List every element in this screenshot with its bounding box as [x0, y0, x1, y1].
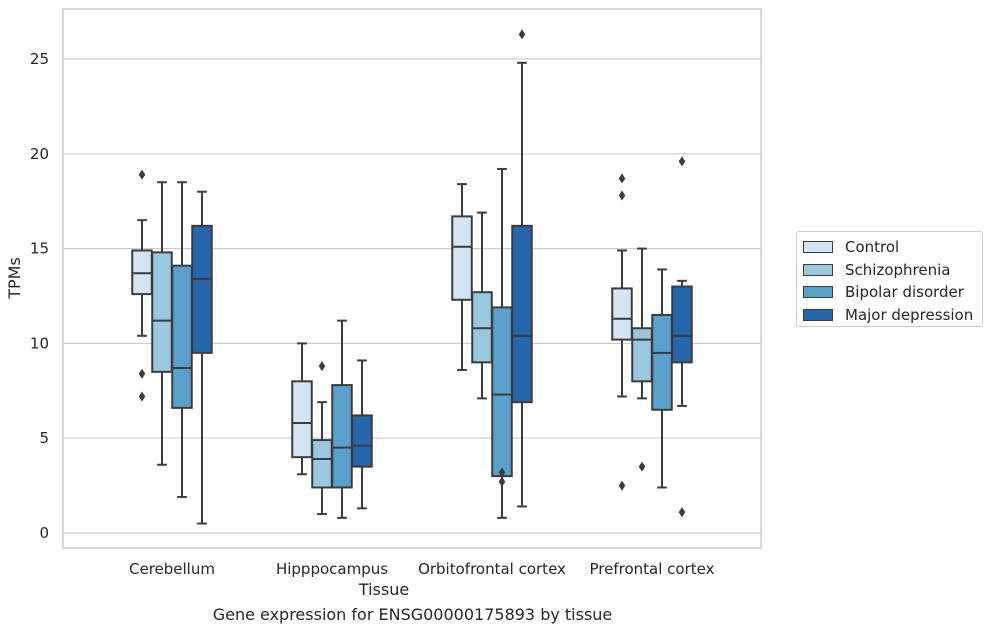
legend-item: Bipolar disorder	[803, 281, 982, 304]
box	[631, 327, 653, 383]
legend-swatch	[803, 308, 833, 321]
legend-swatch	[803, 263, 833, 276]
box	[491, 306, 513, 478]
outlier-point	[318, 361, 326, 372]
legend-swatch	[803, 241, 833, 254]
outlier-point	[138, 391, 146, 402]
x-tick-label: Hipppocampus	[276, 560, 388, 578]
x-axis-label: Tissue	[358, 580, 409, 599]
y-tick-label: 15	[30, 240, 49, 258]
plot-area-frame	[62, 8, 762, 549]
outlier-point	[678, 507, 686, 518]
outlier-point	[618, 190, 626, 201]
y-tick-label: 25	[30, 50, 49, 68]
box	[651, 313, 673, 411]
box	[291, 380, 313, 459]
legend-label: Bipolar disorder	[845, 283, 964, 302]
box	[611, 287, 633, 341]
y-tick-label: 20	[30, 145, 49, 163]
legend-label: Schizophrenia	[845, 260, 951, 279]
box-series	[131, 29, 693, 525]
x-tick-label: Cerebellum	[129, 560, 215, 578]
outlier-point	[618, 480, 626, 491]
x-tick-label: Orbitofrontal cortex	[418, 560, 566, 578]
box	[151, 251, 173, 373]
x-tick-label: Prefrontal cortex	[590, 560, 715, 578]
x-tick-labels: Cerebellum Hipppocampus Orbitofrontal cort…	[129, 560, 715, 578]
y-tick-label: 10	[30, 334, 49, 352]
outlier-point	[498, 476, 506, 487]
box	[171, 264, 193, 409]
outlier-point	[678, 156, 686, 167]
y-tick-labels: 0 5 10 15 20 25	[30, 50, 49, 542]
y-tick-label: 5	[39, 429, 49, 447]
legend-item: Control	[803, 236, 982, 259]
legend-item: Major depression	[803, 304, 982, 327]
outlier-point	[638, 461, 646, 472]
box	[511, 224, 533, 404]
legend-swatch	[803, 286, 833, 299]
outlier-point	[618, 173, 626, 184]
outlier-point	[138, 368, 146, 379]
outlier-point	[518, 29, 526, 40]
legend: Control Schizophrenia Bipolar disorder Majo…	[796, 231, 983, 327]
box	[191, 224, 213, 354]
chart-caption: Gene expression for ENSG00000175893 by t…	[212, 605, 613, 624]
legend-label: Major depression	[845, 305, 974, 324]
y-axis-label: TPMs	[5, 257, 24, 300]
legend-label: Control	[845, 238, 900, 257]
box	[451, 215, 473, 301]
box	[671, 285, 693, 364]
box	[351, 414, 373, 468]
y-tick-label: 0	[39, 524, 49, 542]
outlier-point	[498, 467, 506, 478]
box	[311, 439, 333, 489]
legend-item: Schizophrenia	[803, 259, 982, 282]
outlier-point	[138, 169, 146, 180]
box	[331, 384, 353, 489]
